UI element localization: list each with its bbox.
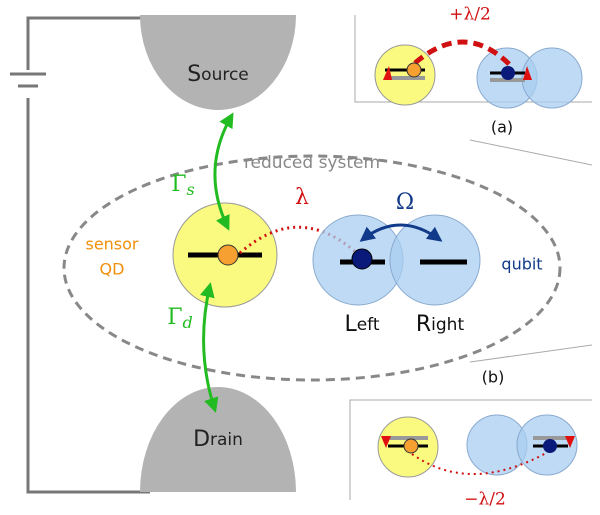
qubit-electron — [352, 249, 372, 269]
rest: eft — [357, 315, 380, 335]
left-label: Left — [344, 312, 379, 337]
symbol: Γ — [167, 305, 182, 330]
qubit-label: qubit — [501, 255, 542, 274]
sensor-label: QD — [100, 260, 125, 279]
initial: L — [344, 312, 357, 337]
initial: D — [193, 427, 210, 452]
shift-label: −λ/2 — [464, 490, 506, 510]
symbol: Γ — [171, 172, 186, 197]
gamma-s: Γs — [171, 172, 194, 199]
reduced-system-label: reduced system — [244, 153, 380, 173]
gamma-d: Γd — [167, 305, 193, 332]
page: Source Drain reduced system sensor QD Γs… — [0, 0, 600, 515]
inset-label: (a) — [491, 118, 513, 137]
rest: ight — [431, 315, 464, 335]
qubit-electron — [501, 66, 515, 80]
sensor-electron — [404, 439, 418, 453]
reduced-system-boundary — [64, 156, 560, 380]
diagram: Source Drain reduced system sensor QD Γs… — [0, 0, 600, 515]
lambda-label: λ — [295, 185, 309, 210]
inset-label: (b) — [482, 368, 505, 387]
shift-label: +λ/2 — [449, 5, 491, 25]
source-lead — [140, 15, 296, 110]
source-label: Source — [187, 62, 249, 87]
sensor-electron — [407, 63, 421, 77]
sensor-label: sensor — [85, 235, 138, 254]
drain-label: Drain — [193, 427, 243, 452]
right-label: Right — [416, 312, 465, 337]
subscript: s — [187, 180, 195, 199]
initial: R — [416, 312, 431, 337]
rest: ource — [201, 65, 249, 85]
rest: rain — [210, 430, 243, 450]
initial: S — [187, 62, 201, 87]
sensor-dot — [375, 45, 435, 105]
circuit-wire — [28, 18, 150, 492]
subscript: d — [183, 313, 193, 332]
qubit-electron — [543, 439, 557, 453]
sensor-electron — [218, 245, 238, 265]
omega-label: Ω — [396, 190, 414, 215]
